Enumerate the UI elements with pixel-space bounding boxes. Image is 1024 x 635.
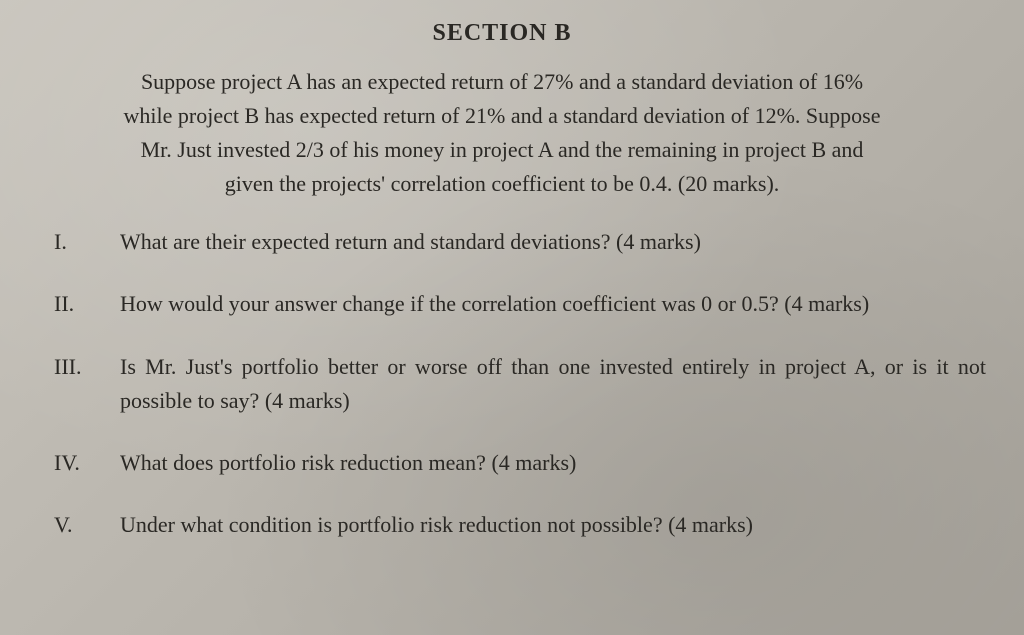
question-preamble: Suppose project A has an expected return… — [0, 65, 1004, 201]
question-number: I. — [50, 225, 120, 259]
question-item: V. Under what condition is portfolio ris… — [50, 508, 986, 542]
preamble-line-2: while project B has expected return of 2… — [124, 103, 881, 128]
question-text: Under what condition is portfolio risk r… — [120, 508, 986, 542]
question-item: I. What are their expected return and st… — [50, 225, 986, 259]
question-text: What are their expected return and stand… — [120, 225, 986, 259]
question-item: III. Is Mr. Just's portfolio better or w… — [50, 350, 986, 418]
preamble-line-1: Suppose project A has an expected return… — [141, 69, 863, 94]
question-number: V. — [50, 508, 120, 542]
question-item: II. How would your answer change if the … — [50, 287, 986, 321]
questions-list: I. What are their expected return and st… — [0, 225, 1004, 542]
preamble-line-3: Mr. Just invested 2/3 of his money in pr… — [141, 137, 864, 162]
exam-page: SECTION B Suppose project A has an expec… — [0, 20, 1004, 615]
question-text: How would your answer change if the corr… — [120, 287, 986, 321]
question-number: II. — [50, 287, 120, 321]
question-number: III. — [50, 350, 120, 418]
question-item: IV. What does portfolio risk reduction m… — [50, 446, 986, 480]
section-title: SECTION B — [0, 20, 1004, 47]
question-text: Is Mr. Just's portfolio better or worse … — [120, 350, 986, 418]
question-number: IV. — [50, 446, 120, 480]
question-text: What does portfolio risk reduction mean?… — [120, 446, 986, 480]
preamble-line-4: given the projects' correlation coeffici… — [225, 171, 780, 196]
